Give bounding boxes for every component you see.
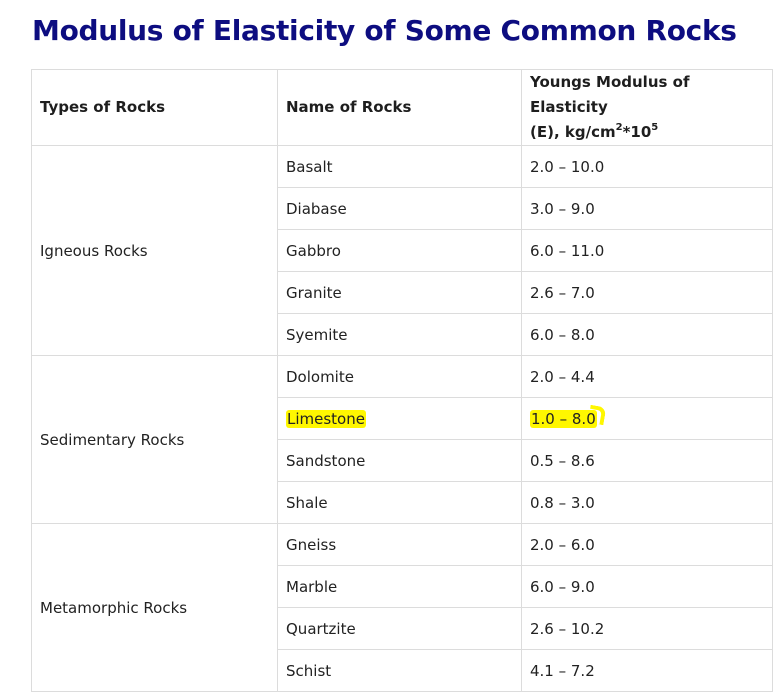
modulus-value-cell: 6.0 – 8.0	[521, 313, 773, 356]
modulus-value-cell: 2.6 – 7.0	[521, 271, 773, 314]
rocks-table: Types of Rocks Name of Rocks Youngs Modu…	[31, 69, 773, 692]
table-row-highlighted: Limestone 1.0 – 8.0	[32, 397, 773, 440]
rock-type-cell: Sedimentary Rocks	[31, 355, 278, 524]
modulus-value-cell: 0.5 – 8.6	[521, 439, 773, 482]
modulus-value-cell: 2.6 – 10.2	[521, 607, 773, 650]
rock-type-cell: Metamorphic Rocks	[31, 523, 278, 692]
highlighted-modulus-value: 1.0 – 8.0	[530, 409, 597, 428]
table-header-row: Types of Rocks Name of Rocks Youngs Modu…	[31, 69, 773, 146]
table-row: Granite 2.6 – 7.0	[32, 271, 773, 314]
modulus-value-cell: 0.8 – 3.0	[521, 481, 773, 524]
rock-name-cell: Basalt	[277, 145, 522, 188]
header-modulus-sup1: 2	[615, 122, 623, 133]
rock-name-cell: Gabbro	[277, 229, 522, 272]
rock-name-cell: Gneiss	[277, 523, 522, 566]
table-row: Diabase 3.0 – 9.0	[32, 187, 773, 230]
modulus-value-cell: 6.0 – 9.0	[521, 565, 773, 608]
header-modulus-sup2: 5	[651, 122, 659, 133]
rock-name-cell: Marble	[277, 565, 522, 608]
rock-name-cell: Quartzite	[277, 607, 522, 650]
rock-name-cell: Schist	[277, 649, 522, 692]
rock-name-cell: Diabase	[277, 187, 522, 230]
modulus-value-cell: 2.0 – 10.0	[521, 145, 773, 188]
header-types-of-rocks: Types of Rocks	[31, 69, 278, 146]
table-row: Syemite 6.0 – 8.0	[32, 313, 773, 356]
rock-name-cell: Dolomite	[277, 355, 522, 398]
modulus-value-cell: 6.0 – 11.0	[521, 229, 773, 272]
header-modulus-unit: (E), kg/cm	[530, 123, 616, 141]
rock-name-cell: Sandstone	[277, 439, 522, 482]
table-row: Igneous Rocks Basalt 2.0 – 10.0	[31, 145, 773, 356]
header-modulus-mid: *10	[622, 123, 652, 141]
rock-name-cell: Granite	[277, 271, 522, 314]
rock-name-cell: Shale	[277, 481, 522, 524]
highlighted-rock-name: Limestone	[286, 409, 366, 428]
modulus-value-cell: 2.0 – 6.0	[521, 523, 773, 566]
header-name-of-rocks: Name of Rocks	[277, 69, 522, 146]
rock-name-cell: Limestone	[277, 397, 522, 440]
page-title: Modulus of Elasticity of Some Common Roc…	[32, 14, 737, 47]
rock-type-cell: Igneous Rocks	[31, 145, 278, 356]
table-row: Schist 4.1 – 7.2	[32, 649, 773, 692]
modulus-value-cell: 4.1 – 7.2	[521, 649, 773, 692]
rock-name-cell: Syemite	[277, 313, 522, 356]
header-youngs-modulus: Youngs Modulus of Elasticity (E), kg/cm2…	[521, 69, 773, 146]
table-row: Quartzite 2.6 – 10.2	[32, 607, 773, 650]
table-row: Gabbro 6.0 – 11.0	[32, 229, 773, 272]
table-row: Metamorphic Rocks Gneiss 2.0 – 6.0	[31, 523, 773, 692]
table-row: Marble 6.0 – 9.0	[32, 565, 773, 608]
modulus-value-cell: 3.0 – 9.0	[521, 187, 773, 230]
header-modulus-line1: Youngs Modulus of Elasticity	[530, 73, 690, 116]
table-row: Shale 0.8 – 3.0	[32, 481, 773, 524]
modulus-value-cell: 2.0 – 4.4	[521, 355, 773, 398]
modulus-value-cell: 1.0 – 8.0	[521, 397, 773, 440]
table-row: Sedimentary Rocks Dolomite 2.0 – 4.4	[31, 355, 773, 524]
